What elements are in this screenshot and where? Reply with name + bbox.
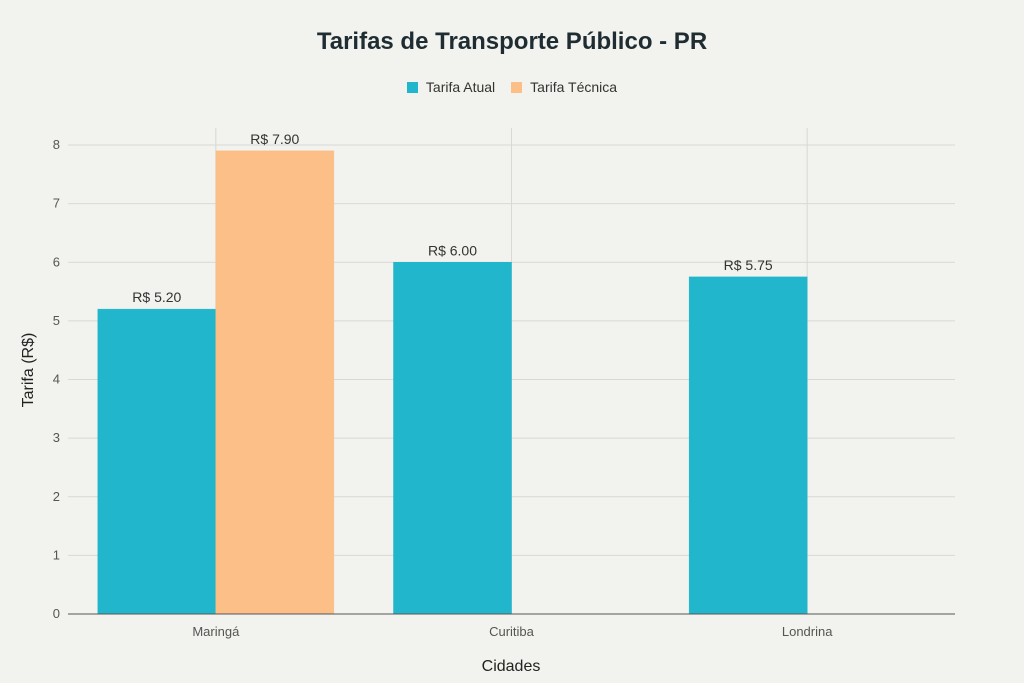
y-tick-label: 3 [53,430,60,445]
y-tick-label: 2 [53,489,60,504]
x-tick-label: Londrina [782,624,833,639]
data-labels: R$ 5.20 R$ 7.90 R$ 6.00 R$ 5.75 [132,131,773,305]
legend-item-tarifa-atual[interactable]: Tarifa Atual [406,79,496,95]
legend-label-tarifa-atual: Tarifa Atual [425,79,496,95]
y-tick-label: 6 [53,254,60,269]
axes: 0 1 2 3 4 5 6 7 8 Maringá Curitiba Londrina [53,137,955,639]
bar[interactable] [393,262,512,615]
legend: Tarifa Atual Tarifa Técnica [0,79,1024,95]
legend-label-tarifa-tecnica: Tarifa Técnica [530,79,618,95]
y-tick-label: 0 [53,606,60,621]
bar-value-label: R$ 5.20 [132,289,181,305]
bar-value-label: R$ 6.00 [428,242,477,258]
x-axis-title: Cidades [482,658,541,675]
chart-title: Tarifas de Transporte Público - PR [316,28,708,55]
y-axis-title: Tarifa (R$) [20,333,37,408]
y-tick-label: 8 [53,137,60,152]
bar[interactable] [215,150,335,615]
y-tick-label: 7 [53,196,60,211]
y-tick-label: 4 [53,372,60,387]
bar[interactable] [688,276,808,615]
y-tick-label: 1 [53,547,60,562]
bar[interactable] [97,308,217,615]
x-tick-label: Curitiba [489,624,535,639]
y-tick-label: 5 [53,313,60,328]
legend-swatch-tarifa-atual [406,81,418,93]
bars [97,150,808,615]
bar-value-label: R$ 5.75 [724,257,773,273]
legend-swatch-tarifa-tecnica [511,81,523,93]
x-tick-label: Maringá [192,624,240,639]
bar-value-label: R$ 7.90 [250,131,299,147]
legend-item-tarifa-tecnica[interactable]: Tarifa Técnica [511,79,617,95]
